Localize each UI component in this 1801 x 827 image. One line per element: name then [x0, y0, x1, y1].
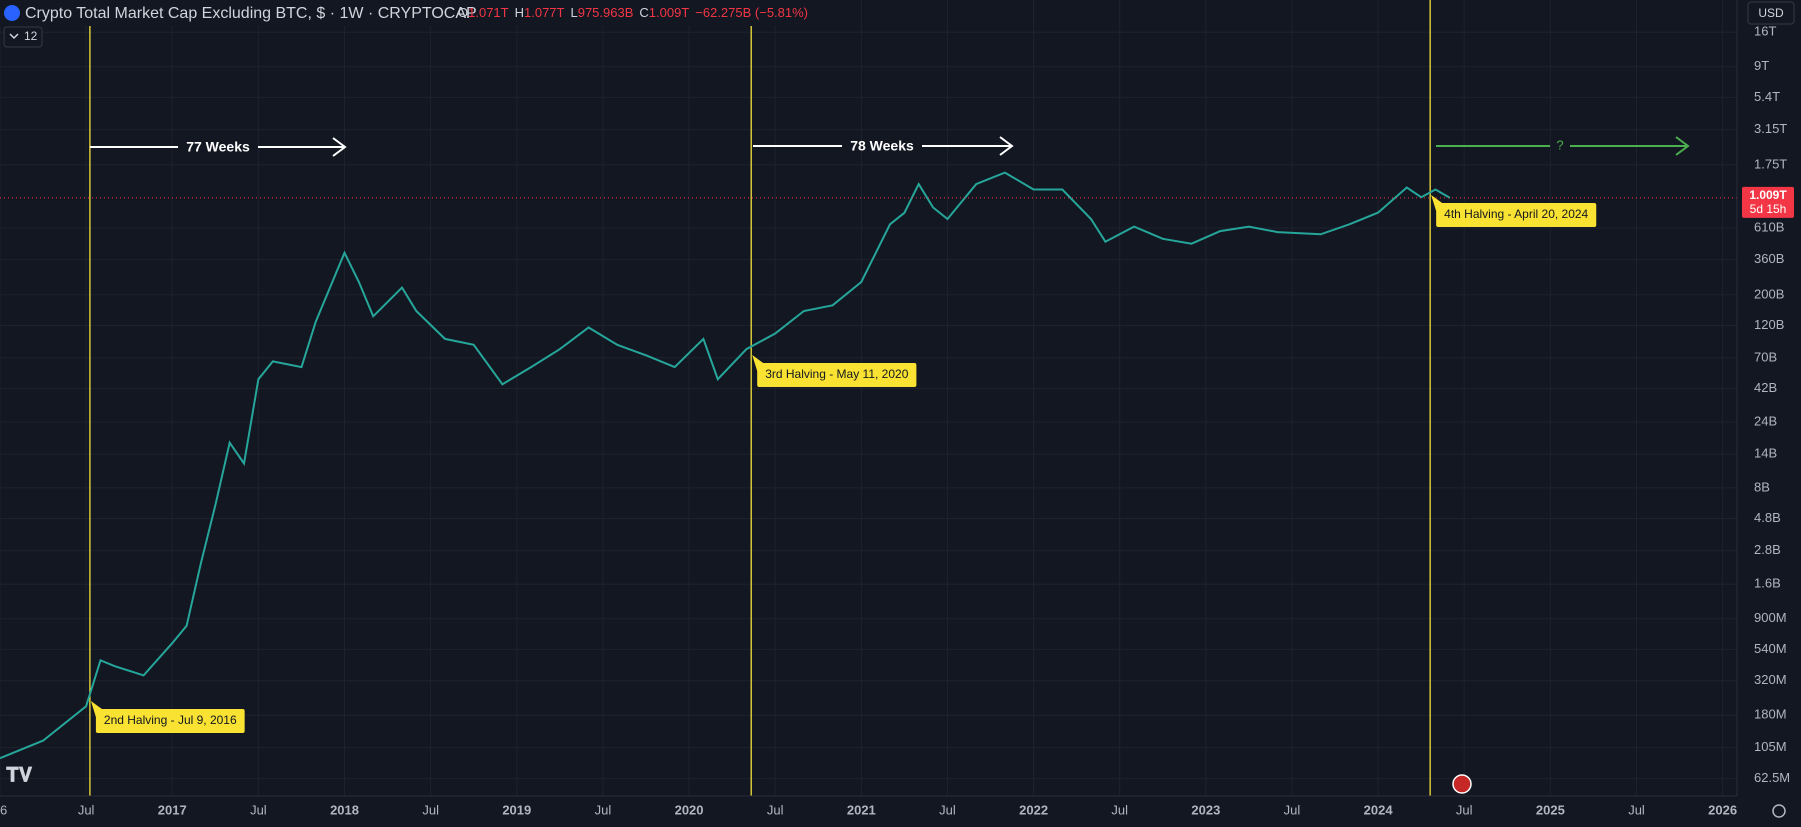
event-label: 4th Halving - April 20, 2024: [1431, 195, 1597, 227]
x-tick-label: 2018: [330, 802, 359, 817]
annotation-question: ?: [1436, 136, 1690, 156]
chevron: [9, 33, 19, 40]
y-tick-label: 105M: [1754, 739, 1787, 754]
y-tick-label: 4.8B: [1754, 510, 1781, 525]
ohlc-key: O: [458, 5, 468, 20]
x-tick-label: Jul: [1284, 802, 1301, 817]
y-tick-label: 120B: [1754, 317, 1784, 332]
annotation-78: 78 Weeks: [753, 136, 1014, 156]
x-tick-label: 2022: [1019, 802, 1048, 817]
y-tick-label: 24B: [1754, 413, 1777, 428]
y-tick-label: 360B: [1754, 251, 1784, 266]
x-tick-label: 2026: [1708, 802, 1737, 817]
y-tick-label: 1.6B: [1754, 576, 1781, 591]
x-tick-label: 2017: [158, 802, 187, 817]
plot: [0, 171, 1737, 760]
event-label-pointer: [752, 355, 764, 371]
y-tick-label: 2.8B: [1754, 542, 1781, 557]
last-price-countdown: 5d 15h: [1750, 202, 1787, 216]
x-tick-label: 2020: [675, 802, 704, 817]
event-label-bg: [757, 363, 917, 387]
event-label-bg: [95, 709, 245, 733]
y-tick-label: 3.15T: [1754, 121, 1787, 136]
x-tick-label: 2024: [1364, 802, 1394, 817]
event-label-text: 2nd Halving - Jul 9, 2016: [104, 713, 237, 727]
event-label-text: 3rd Halving - May 11, 2020: [765, 367, 909, 381]
settings-icon[interactable]: [1772, 804, 1786, 818]
y-tick-label: 14B: [1754, 446, 1777, 461]
y-tick-label: 8B: [1754, 479, 1770, 494]
currency-label: USD: [1758, 6, 1784, 20]
event-label: 3rd Halving - May 11, 2020: [752, 355, 917, 387]
annotation-text: 77 Weeks: [186, 139, 250, 155]
annotation-text: ?: [1556, 137, 1563, 152]
event-label-pointer: [90, 701, 102, 717]
x-tick-label: Jul: [767, 802, 784, 817]
y-tick-label: 540M: [1754, 641, 1787, 656]
ohlc-value: 1.071T: [468, 5, 509, 20]
annotation-77: 77 Weeks: [90, 137, 347, 157]
symbol-icon: [4, 5, 20, 21]
y-tick-label: 42B: [1754, 380, 1777, 395]
annotation-text: 78 Weeks: [850, 138, 914, 154]
x-tick-label: Jul: [1111, 802, 1128, 817]
y-tick-label: 16T: [1754, 24, 1776, 39]
ohlc-value: 1.077T: [524, 5, 565, 20]
event-label-text: 4th Halving - April 20, 2024: [1444, 207, 1588, 221]
x-tick-label: Jul: [939, 802, 956, 817]
logo: 𝐓𝐕: [6, 764, 33, 786]
header-bg: [0, 0, 830, 26]
indicator-count: 12: [24, 29, 38, 43]
arrow-head: [1675, 136, 1690, 156]
x-tick-label: 2025: [1536, 802, 1565, 817]
y-tick-label: 180M: [1754, 707, 1787, 722]
axes: 16T 9T 5.4T 3.15T 1.75T 610B 360B 200B 120B 70B 42…: [0, 24, 1794, 817]
y-tick-label: 200B: [1754, 286, 1784, 301]
last-price-label: 1.009T: [1749, 188, 1787, 202]
header-title: Crypto Total Market Cap Excluding BTC, $…: [25, 5, 477, 22]
y-tick-label: 70B: [1754, 349, 1777, 364]
ohlc-key: C: [639, 5, 648, 20]
x-tick-label: Jul: [1456, 802, 1473, 817]
last-price-box: [1742, 186, 1794, 218]
y-tick-label: 1.75T: [1754, 156, 1787, 171]
y-tick-label: 900M: [1754, 610, 1787, 625]
indicator-toggle[interactable]: [3, 26, 43, 48]
x-tick-label: 2021: [847, 802, 876, 817]
currency-button[interactable]: [1747, 1, 1795, 25]
arrow-head: [999, 136, 1014, 156]
y-tick-label: 62.5M: [1754, 770, 1790, 785]
event-label-pointer: [1431, 195, 1443, 211]
event-flag-icon[interactable]: [1452, 774, 1472, 794]
x-tick-label: 2019: [502, 802, 531, 817]
y-tick-label: 610B: [1754, 219, 1784, 234]
ohlc-key: H: [515, 5, 524, 20]
ohlc-change: −62.275B (−5.81%): [695, 5, 808, 20]
x-tick-label: Jul: [78, 802, 95, 817]
event-label-bg: [1436, 203, 1597, 227]
x-tick-label: 16: [0, 802, 7, 817]
ohlc-value: 975.963B: [578, 5, 634, 20]
x-tick-label: Jul: [595, 802, 612, 817]
arrow-head: [332, 137, 347, 157]
price-line: [0, 171, 1451, 760]
ohlc-key: L: [570, 5, 577, 20]
grid: [0, 0, 1737, 796]
events: [89, 0, 1431, 796]
ohlc-value: 1.009T: [649, 5, 690, 20]
x-tick-label: Jul: [422, 802, 439, 817]
y-tick-label: 320M: [1754, 672, 1787, 687]
y-tick-label: 5.4T: [1754, 89, 1780, 104]
x-tick-label: Jul: [250, 802, 267, 817]
x-tick-label: Jul: [1628, 802, 1645, 817]
x-tick-label: 2023: [1191, 802, 1220, 817]
y-tick-label: 9T: [1754, 58, 1769, 73]
header-ohlc: O1.071T H1.077T L975.963B C1.009T −62.275B (…: [458, 5, 808, 20]
event-label: 2nd Halving - Jul 9, 2016: [90, 701, 245, 733]
